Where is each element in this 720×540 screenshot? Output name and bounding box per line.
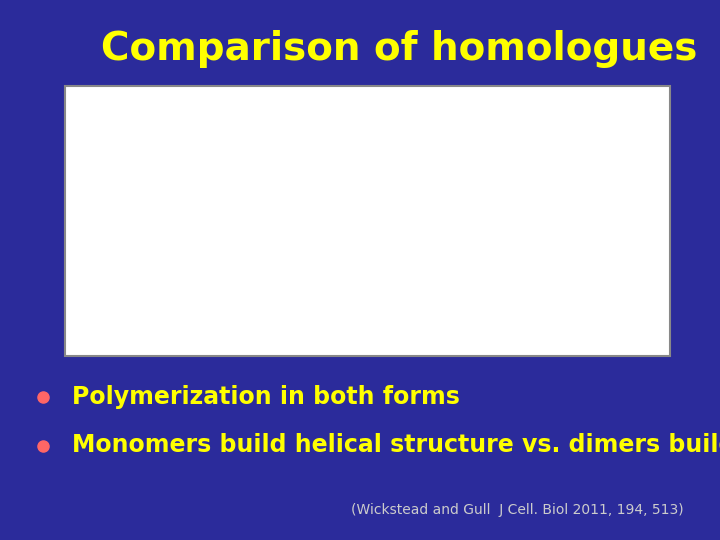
- Text: Monomers build helical structure vs. dimers build tubulus: Monomers build helical structure vs. dim…: [72, 434, 720, 457]
- Text: (Wickstead and Gull  J Cell. Biol 2011, 194, 513): (Wickstead and Gull J Cell. Biol 2011, 1…: [351, 503, 684, 517]
- FancyBboxPatch shape: [65, 86, 670, 356]
- Text: Polymerization in both forms: Polymerization in both forms: [72, 385, 460, 409]
- Text: Comparison of homologues: Comparison of homologues: [101, 30, 697, 68]
